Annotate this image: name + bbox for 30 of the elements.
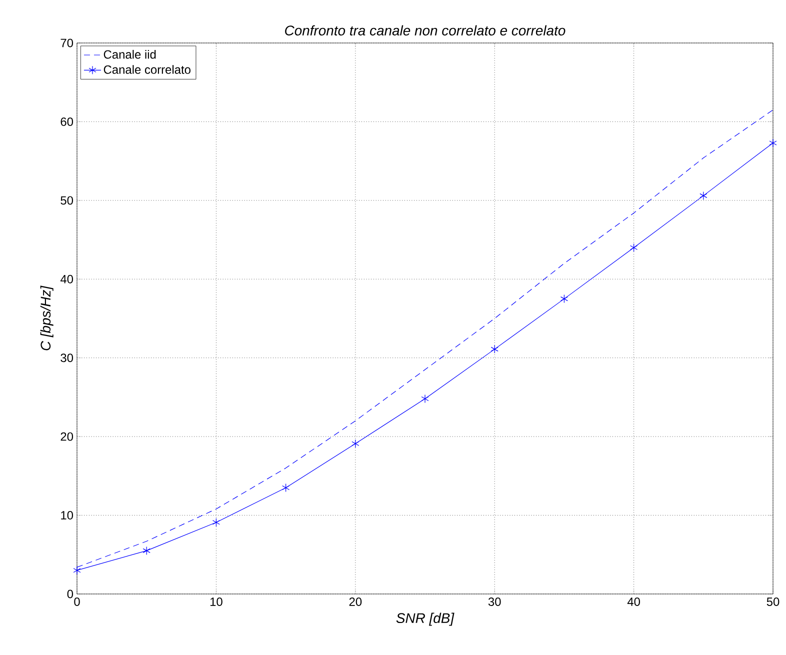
point — [700, 191, 708, 200]
point — [73, 566, 81, 575]
x-tick-label: 20 — [349, 598, 362, 606]
point — [212, 518, 220, 527]
y-tick-label: 70 — [60, 38, 74, 48]
point — [490, 344, 498, 354]
x-tick-label: 0 — [74, 598, 80, 606]
x-tick-label: 10 — [210, 598, 222, 606]
point — [560, 294, 568, 304]
point — [352, 439, 360, 448]
x-tick-label: 50 — [766, 598, 780, 606]
point — [421, 394, 429, 404]
chart-title: Confronto tra canale non correlato e correlato — [285, 25, 566, 36]
x-tick-label: 40 — [627, 598, 640, 606]
point — [769, 138, 777, 148]
point — [142, 546, 150, 555]
point — [282, 483, 290, 492]
y-tick-label: 0 — [67, 590, 74, 598]
x-axis-title: SNR [dB] — [396, 612, 454, 626]
y-tick-label: 60 — [60, 117, 74, 126]
y-tick-label: 10 — [61, 511, 74, 520]
legend-label: Canale correlato — [104, 65, 190, 74]
point — [630, 243, 638, 252]
y-tick-label: 30 — [60, 354, 74, 362]
y-axis-title: C [bps/Hz] — [40, 286, 54, 350]
y-tick-label: 50 — [60, 196, 74, 205]
legend-label: Canale iid — [104, 50, 156, 59]
y-tick-label: 40 — [60, 274, 74, 284]
y-tick-label: 20 — [60, 432, 74, 441]
x-tick-label: 30 — [488, 598, 501, 606]
